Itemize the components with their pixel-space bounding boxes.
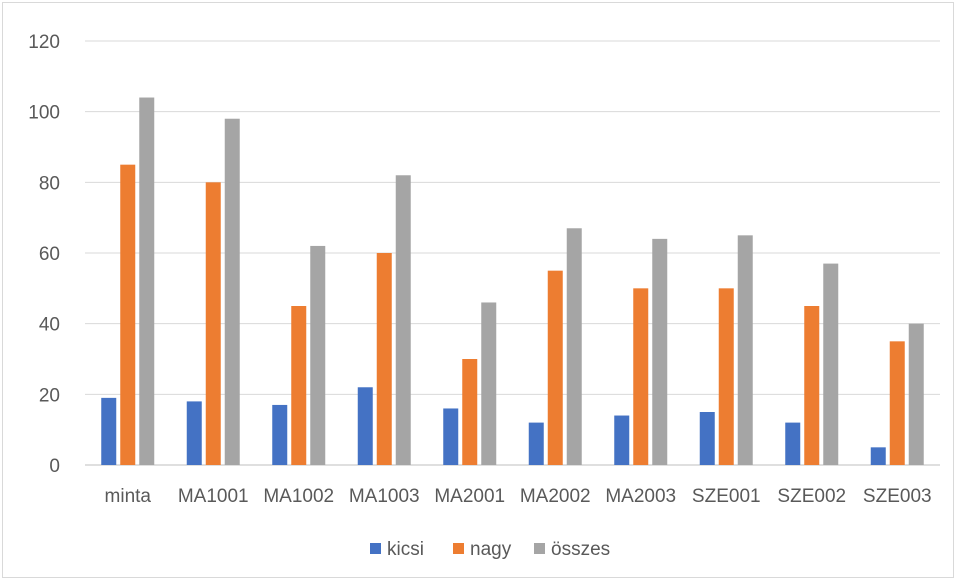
x-tick-label: minta: [105, 486, 152, 507]
y-tick-label: 40: [39, 315, 60, 336]
bar-MA1001-összes: [224, 118, 240, 465]
bar-MA2001-nagy: [462, 359, 478, 465]
x-tick-label: MA2001: [434, 486, 505, 507]
x-tick-label: SZE003: [863, 486, 932, 507]
x-tick-label: MA2002: [520, 486, 591, 507]
bar-MA1003-kicsi: [357, 387, 373, 465]
y-tick-label: 60: [39, 244, 60, 265]
bar-MA2002-összes: [566, 228, 582, 465]
bar-minta-kicsi: [101, 397, 117, 465]
y-tick-label: 20: [39, 385, 60, 406]
bar-SZE002-kicsi: [785, 422, 801, 465]
y-tick-label: 100: [28, 103, 60, 124]
x-tick-label: SZE001: [692, 486, 761, 507]
bar-MA1001-kicsi: [186, 401, 202, 465]
bar-MA1003-nagy: [376, 253, 392, 465]
bar-minta-nagy: [120, 164, 136, 465]
x-tick-label: MA2003: [605, 486, 676, 507]
bars: [101, 97, 924, 466]
bar-SZE001-kicsi: [699, 412, 715, 465]
bar-SZE001-összes: [737, 235, 753, 465]
legend-label: nagy: [470, 539, 512, 560]
legend-swatch-összes: [534, 543, 545, 554]
bar-MA2002-nagy: [547, 270, 563, 465]
bar-MA1002-összes: [310, 245, 326, 465]
bar-MA1001-nagy: [205, 182, 221, 466]
y-tick-label: 80: [39, 173, 60, 194]
y-axis-ticks: 0 20 40 60 80 100 120: [28, 32, 60, 477]
legend-swatch-kicsi: [370, 543, 381, 554]
legend: kicsi nagy összes: [370, 539, 610, 560]
bar-SZE003-összes: [908, 323, 924, 465]
bar-MA2003-nagy: [633, 288, 649, 465]
bar-MA2003-összes: [652, 238, 668, 465]
bar-MA1002-kicsi: [272, 404, 288, 465]
bar-minta-összes: [139, 97, 155, 466]
x-tick-label: MA1001: [178, 486, 249, 507]
bar-MA2002-kicsi: [528, 422, 544, 465]
bar-SZE003-nagy: [889, 341, 905, 465]
bar-SZE003-kicsi: [870, 447, 886, 465]
legend-label: összes: [551, 539, 610, 560]
legend-label: kicsi: [387, 539, 424, 560]
x-tick-label: MA1002: [263, 486, 334, 507]
x-tick-label: SZE002: [777, 486, 846, 507]
bar-MA2001-kicsi: [443, 408, 459, 465]
y-tick-label: 0: [49, 456, 60, 477]
x-axis-ticks: minta MA1001 MA1002 MA1003 MA2001 MA2002 MA200…: [105, 486, 932, 507]
bar-SZE001-nagy: [718, 288, 734, 465]
bar-SZE002-összes: [823, 263, 839, 465]
legend-swatch-nagy: [453, 543, 464, 554]
bar-MA2003-kicsi: [614, 415, 630, 465]
bar-MA1002-nagy: [291, 306, 307, 465]
bar-MA1003-összes: [395, 175, 411, 465]
x-tick-label: MA1003: [349, 486, 420, 507]
bar-MA2001-összes: [481, 302, 497, 465]
bar-SZE002-nagy: [804, 306, 820, 465]
y-tick-label: 120: [28, 32, 60, 53]
